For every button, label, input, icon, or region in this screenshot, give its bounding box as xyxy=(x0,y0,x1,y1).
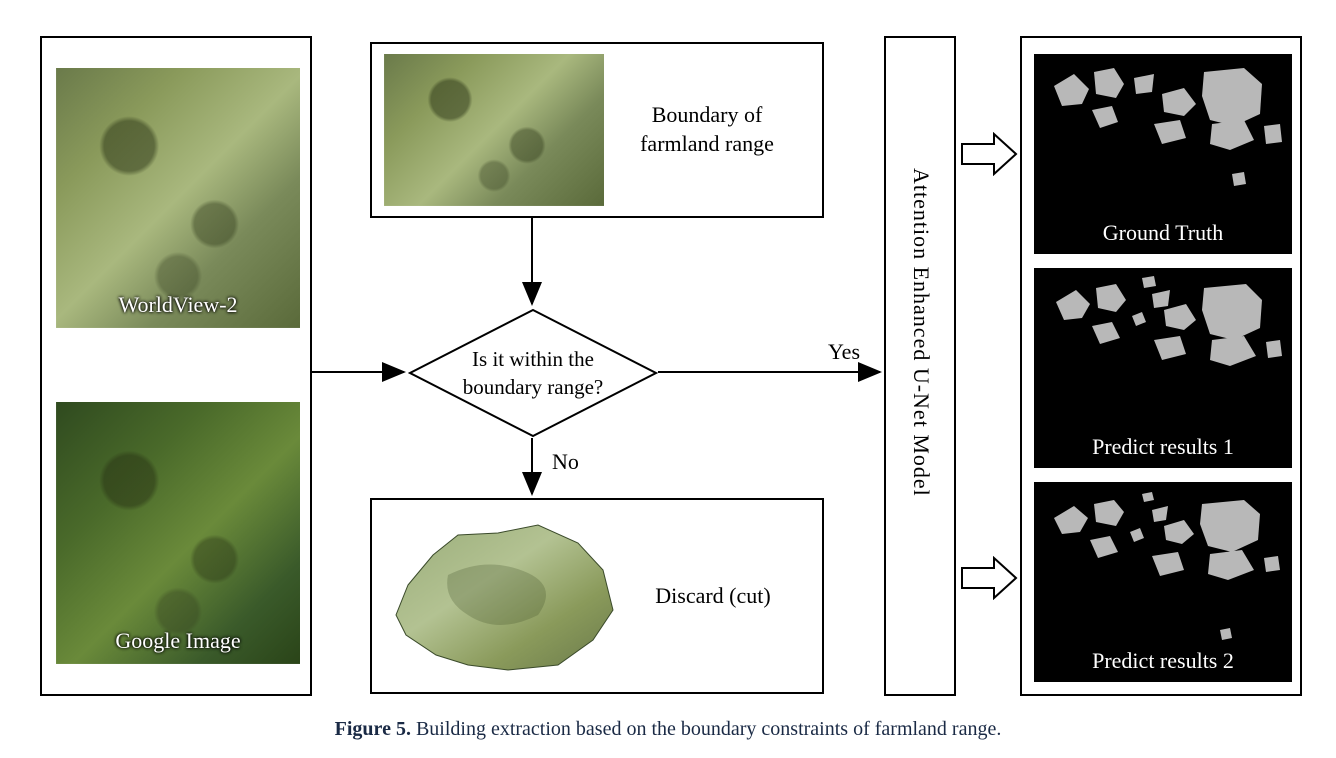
decision-label: Is it within the boundary range? xyxy=(408,308,658,438)
model-frame: Attention Enhanced U-Net Model xyxy=(884,36,956,696)
decision-diamond: Is it within the boundary range? xyxy=(408,308,658,438)
decision-yes-label: Yes xyxy=(828,338,860,367)
discard-frame: Discard (cut) xyxy=(370,498,824,694)
predict1-label: Predict results 1 xyxy=(1034,434,1292,460)
result-predict-2: Predict results 2 xyxy=(1034,482,1292,682)
figure-caption-text: Building extraction based on the boundar… xyxy=(416,718,1001,740)
figure-caption: Figure 5. Building extraction based on t… xyxy=(0,718,1336,741)
result-ground-truth: Ground Truth xyxy=(1034,54,1292,254)
boundary-frame: Boundary of farmland range xyxy=(370,42,824,218)
boundary-satellite-thumb xyxy=(384,54,604,206)
model-label: Attention Enhanced U-Net Model xyxy=(908,168,934,588)
ground-truth-label: Ground Truth xyxy=(1034,220,1292,246)
block-arrow-bottom xyxy=(960,556,1020,600)
satellite-worldview2: WorldView-2 xyxy=(56,68,300,328)
discard-label: Discard (cut) xyxy=(604,582,822,611)
decision-no-label: No xyxy=(552,448,579,477)
inputs-frame: WorldView-2 Google Image xyxy=(40,36,312,696)
worldview2-label: WorldView-2 xyxy=(56,292,300,318)
figure-caption-label: Figure 5. xyxy=(335,718,411,740)
google-image-label: Google Image xyxy=(56,628,300,654)
satellite-google-image: Google Image xyxy=(56,402,300,664)
predict2-label: Predict results 2 xyxy=(1034,648,1292,674)
discard-shape xyxy=(388,515,620,677)
boundary-label: Boundary of farmland range xyxy=(592,101,822,158)
flowchart-canvas: WorldView-2 Google Image Boundary of far… xyxy=(0,0,1336,758)
results-frame: Ground Truth Predict resul xyxy=(1020,36,1302,696)
block-arrow-top xyxy=(960,132,1020,176)
result-predict-1: Predict results 1 xyxy=(1034,268,1292,468)
